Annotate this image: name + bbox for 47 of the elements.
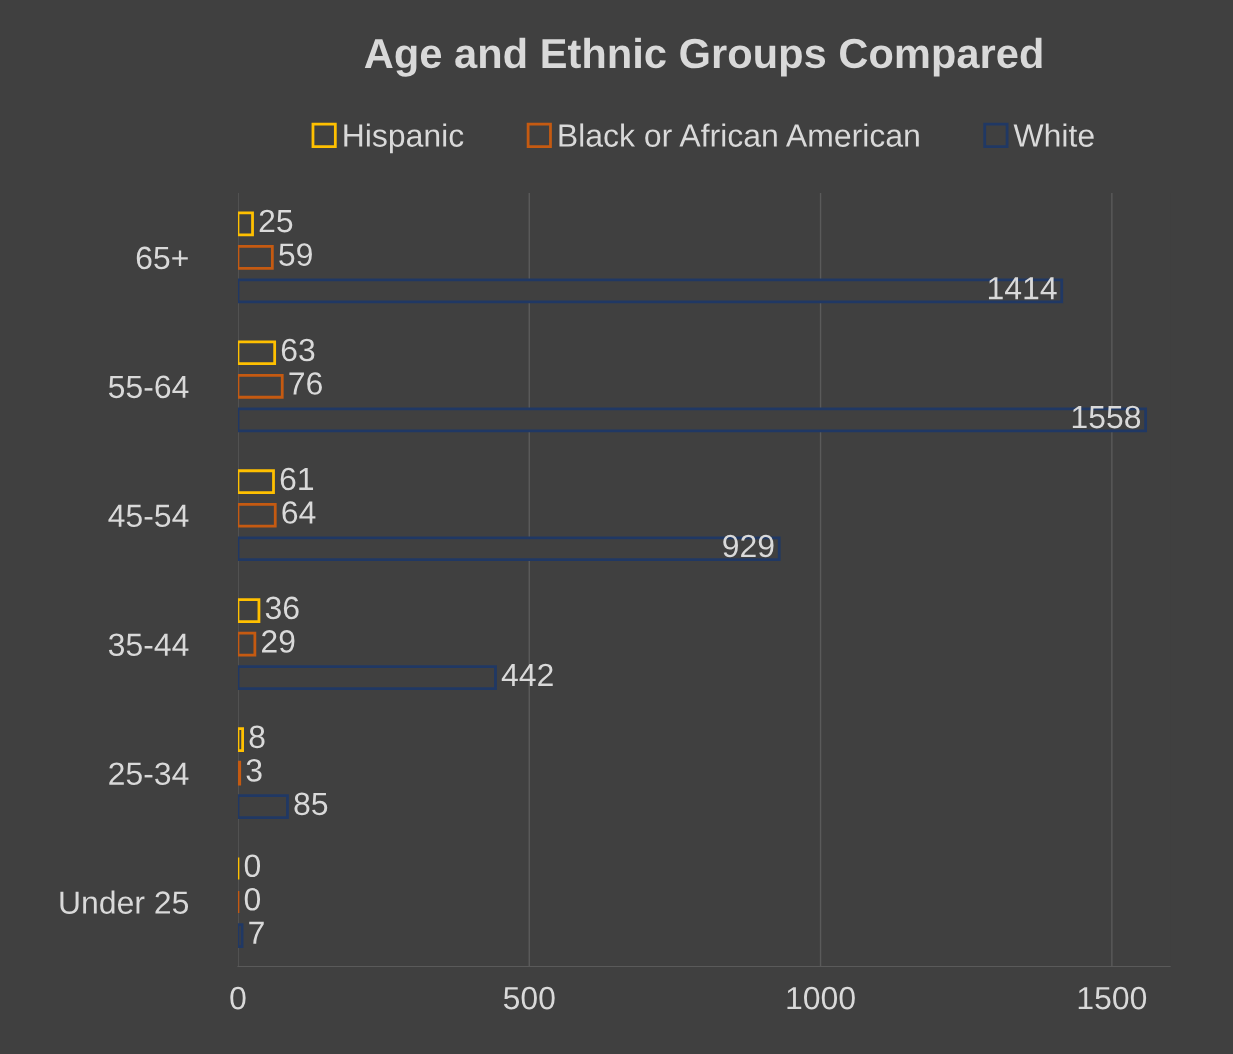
data-label: 61: [280, 467, 314, 491]
x-tick-label: 0: [230, 986, 246, 1010]
bar: [237, 211, 254, 237]
data-label: 8: [249, 725, 265, 749]
bar: [237, 727, 245, 752]
bar: [237, 245, 274, 270]
bar: [237, 340, 277, 366]
data-label: 64: [282, 501, 316, 524]
data-label: 29: [262, 630, 295, 653]
data-label: 76: [289, 372, 322, 395]
data-label: 442: [501, 663, 553, 686]
bar: [237, 631, 257, 657]
bar: [237, 794, 289, 819]
data-label: 59: [279, 243, 312, 266]
bar: [237, 278, 1064, 304]
data-label: 929: [723, 534, 774, 558]
bar: [237, 407, 1148, 433]
x-tick-label: 1000: [787, 986, 855, 1010]
data-label: 1558: [1072, 405, 1141, 429]
data-label: 85: [294, 792, 328, 816]
x-tick-label: 500: [503, 986, 555, 1010]
y-tick-label: Under 25: [60, 890, 189, 914]
chart-title: Age and Ethnic Groups Compared: [364, 37, 1042, 77]
data-label: 7: [249, 921, 264, 944]
y-tick-label: 25-34: [109, 762, 189, 785]
data-label: 0: [244, 888, 261, 911]
data-label: 3: [246, 759, 262, 782]
y-tick-label: 45-54: [108, 504, 189, 528]
x-tick-label: 1500: [1078, 986, 1147, 1010]
bar: [237, 923, 244, 948]
data-label: 1414: [988, 277, 1057, 300]
bar: [237, 373, 284, 399]
legend-label: Black or African American: [559, 123, 919, 147]
legend-label: White: [1013, 123, 1094, 147]
y-tick-label: 65+: [136, 246, 188, 270]
data-label: 25: [259, 209, 293, 233]
bar: [237, 502, 277, 528]
bar: [237, 536, 781, 562]
bar: [237, 469, 275, 495]
data-label: 0: [244, 854, 261, 878]
bar: [237, 665, 497, 691]
legend-label: Hispanic: [344, 123, 464, 154]
data-label: 63: [281, 338, 315, 362]
y-tick-label: 55-64: [108, 375, 189, 399]
y-tick-label: 35-44: [108, 633, 189, 657]
bar: [237, 598, 261, 623]
data-label: 36: [265, 596, 299, 620]
